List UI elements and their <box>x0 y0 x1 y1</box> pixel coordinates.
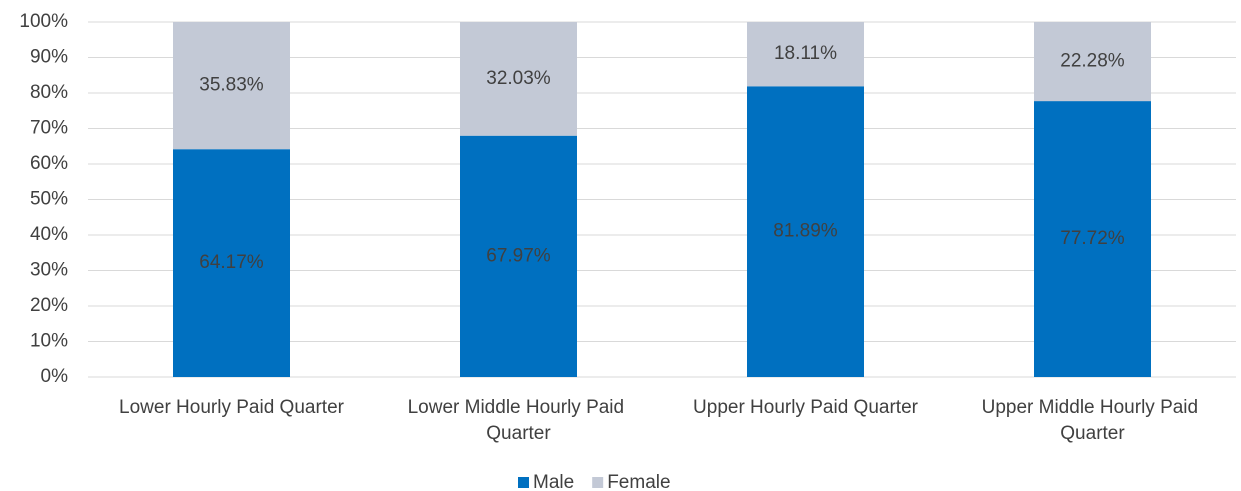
x-tick-label-line: Lower Middle Hourly Paid <box>408 397 630 418</box>
x-tick-label: Upper Hourly Paid Quarter <box>693 397 919 418</box>
legend-swatch <box>518 477 529 488</box>
legend-swatch <box>592 477 604 488</box>
x-tick-label-line: Upper Hourly Paid Quarter <box>693 397 919 418</box>
bar-segment <box>173 149 290 377</box>
y-tick-label: 30% <box>30 260 68 281</box>
bar-segment <box>460 22 577 136</box>
y-tick-label: 20% <box>30 295 68 316</box>
x-tick-label-line: Upper Middle Hourly Paid <box>982 397 1204 418</box>
data-label: 32.03% <box>486 68 551 89</box>
y-tick-label: 70% <box>30 118 68 139</box>
bar-segment <box>173 22 290 150</box>
x-tick-label: Lower Hourly Paid Quarter <box>119 397 345 418</box>
x-tick-label: Upper Middle Hourly Paid Quarter <box>982 397 1204 444</box>
legend-label: Male <box>533 472 574 491</box>
data-label: 67.97% <box>486 245 551 266</box>
x-tick-label-line: Lower Hourly Paid Quarter <box>119 397 345 418</box>
data-label: 77.72% <box>1060 228 1125 249</box>
bar-segment <box>460 135 577 377</box>
bar-segment <box>747 22 864 87</box>
y-tick-label: 10% <box>30 331 68 352</box>
x-tick-label-line: Quarter <box>1060 423 1125 444</box>
bar-segment <box>747 86 864 377</box>
y-tick-label: 100% <box>19 11 68 32</box>
data-label: 22.28% <box>1060 51 1125 72</box>
data-label: 81.89% <box>773 221 838 242</box>
x-tick-label: Lower Middle Hourly Paid Quarter <box>408 397 630 444</box>
data-label: 18.11% <box>774 43 837 64</box>
y-tick-label: 40% <box>30 224 68 245</box>
x-tick-label-line: Quarter <box>486 423 551 444</box>
bar-segment <box>1034 22 1151 102</box>
legend-label: Female <box>607 472 670 491</box>
y-tick-label: 80% <box>30 82 68 103</box>
data-label: 35.83% <box>199 75 264 96</box>
y-tick-label: 60% <box>30 153 68 174</box>
bar-segment <box>1034 101 1151 378</box>
data-label: 64.17% <box>199 252 264 273</box>
y-tick-label: 50% <box>30 189 68 210</box>
y-tick-label: 90% <box>30 47 68 68</box>
y-tick-label: 0% <box>41 366 69 387</box>
